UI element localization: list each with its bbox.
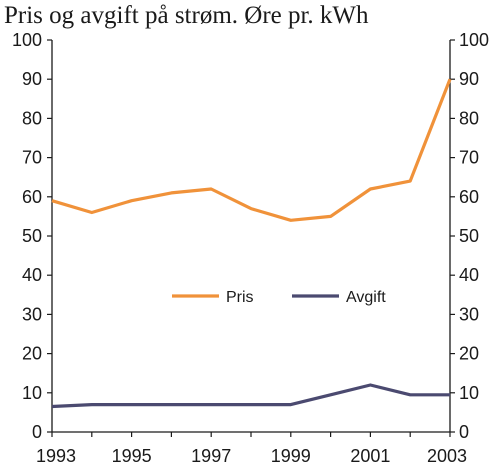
y-tick-label-left: 50 bbox=[22, 226, 42, 246]
y-tick-label-left: 80 bbox=[22, 108, 42, 128]
y-tick-label-right: 20 bbox=[459, 344, 479, 364]
x-tick-label: 2003 bbox=[427, 446, 467, 466]
series-lines bbox=[51, 78, 452, 409]
y-tick-label-left: 0 bbox=[32, 422, 42, 442]
legend-label-pris: Pris bbox=[226, 289, 254, 306]
y-tick-label-right: 10 bbox=[459, 383, 479, 403]
y-tick-label-right: 80 bbox=[459, 108, 479, 128]
y-tick-label-right: 70 bbox=[459, 148, 479, 168]
y-tick-label-left: 40 bbox=[22, 265, 42, 285]
y-tick-label-right: 90 bbox=[459, 69, 479, 89]
y-tick-label-right: 100 bbox=[459, 30, 489, 50]
y-tick-label-left: 70 bbox=[22, 148, 42, 168]
y-tick-label-left: 90 bbox=[22, 69, 42, 89]
y-tick-label-right: 30 bbox=[459, 304, 479, 324]
axes: 0 0 10 10 20 20 30 30 40 40 50 50 60 60 70 70 80 80 90 90 10… bbox=[12, 30, 489, 466]
legend: Pris Avgift bbox=[172, 289, 386, 306]
series-line-pris bbox=[51, 78, 452, 222]
y-tick-label-left: 10 bbox=[22, 383, 42, 403]
y-tick-label-left: 30 bbox=[22, 304, 42, 324]
x-tick-label: 2001 bbox=[350, 446, 390, 466]
y-tick-label-left: 20 bbox=[22, 344, 42, 364]
y-tick-label-right: 50 bbox=[459, 226, 479, 246]
y-tick-label-right: 0 bbox=[459, 422, 469, 442]
y-tick-label-right: 60 bbox=[459, 187, 479, 207]
x-tick-label: 1999 bbox=[271, 446, 311, 466]
series-line-avgift bbox=[51, 383, 450, 409]
x-tick-label: 1997 bbox=[191, 446, 231, 466]
x-tick-label: 1993 bbox=[36, 446, 76, 466]
y-tick-label-right: 40 bbox=[459, 265, 479, 285]
y-tick-label-left: 60 bbox=[22, 187, 42, 207]
x-tick-label: 1995 bbox=[112, 446, 152, 466]
y-tick-label-left: 100 bbox=[12, 30, 42, 50]
chart-title: Pris og avgift på strøm. Øre pr. kWh bbox=[4, 2, 369, 29]
legend-label-avgift: Avgift bbox=[346, 289, 386, 306]
